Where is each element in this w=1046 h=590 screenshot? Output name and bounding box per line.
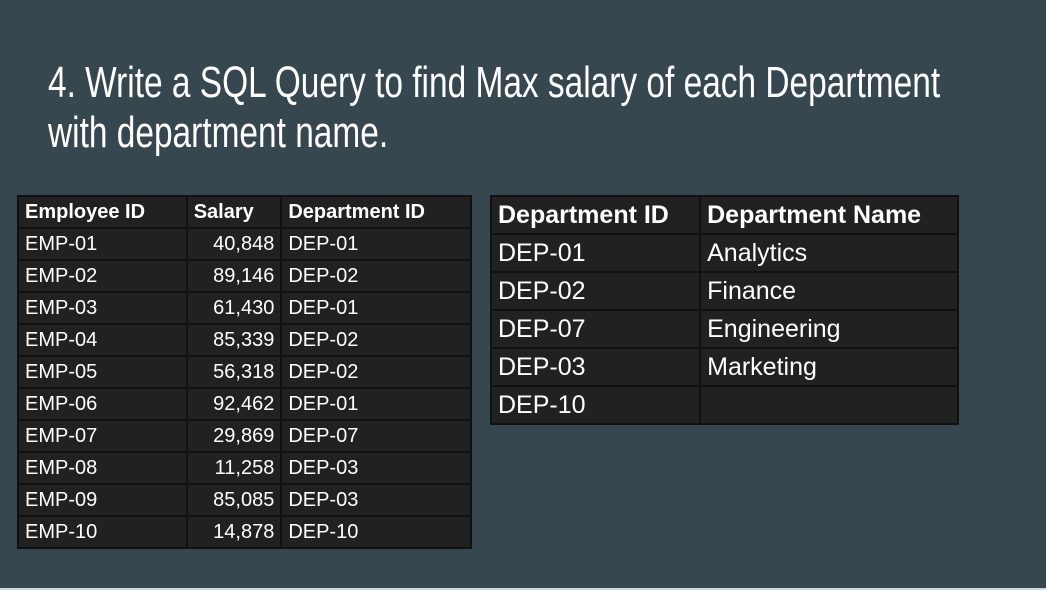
table-cell: 85,339 — [185, 323, 283, 357]
table-cell: DEP-01 — [489, 233, 702, 273]
table-row: EMP-06 92,462 DEP-01 — [17, 387, 472, 421]
table-cell: 85,085 — [185, 483, 283, 517]
table-row: EMP-10 14,878 DEP-10 — [17, 515, 472, 549]
table-cell: Engineering — [699, 309, 959, 349]
table-cell: DEP-03 — [280, 451, 472, 485]
table-cell: DEP-02 — [280, 355, 472, 389]
table-cell: EMP-06 — [17, 387, 188, 421]
table-cell: DEP-03 — [280, 483, 472, 517]
table-row: EMP-02 89,146 DEP-02 — [17, 259, 472, 293]
table-row: EMP-08 11,258 DEP-03 — [17, 451, 472, 485]
table-row: EMP-01 40,848 DEP-01 — [17, 227, 472, 261]
table-cell: DEP-01 — [280, 387, 472, 421]
table-cell: Marketing — [699, 347, 959, 387]
table-cell: DEP-01 — [280, 291, 472, 325]
header-cell: Salary — [185, 195, 283, 229]
table-row: EMP-09 85,085 DEP-03 — [17, 483, 472, 517]
table-cell: EMP-04 — [17, 323, 188, 357]
table-cell: Finance — [699, 271, 959, 311]
table-cell: DEP-07 — [280, 419, 472, 453]
table-cell: DEP-02 — [489, 271, 702, 311]
header-row: Department ID Department Name — [489, 195, 959, 235]
header-cell: Department ID — [280, 195, 472, 229]
table-row: DEP-02 Finance — [489, 271, 959, 311]
department-table: Department ID Department Name DEP-01 Analyt… — [489, 195, 959, 425]
table-cell: DEP-03 — [489, 347, 702, 387]
table-cell: 56,318 — [185, 355, 283, 389]
header-cell: Department Name — [699, 195, 959, 235]
table-row: DEP-10 — [489, 385, 959, 425]
table-cell: EMP-02 — [17, 259, 188, 293]
header-row: Employee ID Salary Department ID — [17, 195, 472, 229]
title-line: with department name. — [48, 108, 389, 157]
slide-title: 4. Write a SQL Query to find Max salary … — [48, 58, 940, 158]
table-cell: EMP-08 — [17, 451, 188, 485]
table-cell: DEP-10 — [489, 385, 702, 425]
table-cell: 40,848 — [185, 227, 283, 261]
table-cell: 61,430 — [185, 291, 283, 325]
table-cell: EMP-10 — [17, 515, 188, 549]
table-cell: EMP-07 — [17, 419, 188, 453]
table-row: DEP-01 Analytics — [489, 233, 959, 273]
table-row: EMP-03 61,430 DEP-01 — [17, 291, 472, 325]
empty-cell — [699, 385, 959, 425]
table-cell: DEP-02 — [280, 259, 472, 293]
table-row: EMP-07 29,869 DEP-07 — [17, 419, 472, 453]
table-row: DEP-03 Marketing — [489, 347, 959, 387]
table-cell: DEP-07 — [489, 309, 702, 349]
table-cell: EMP-03 — [17, 291, 188, 325]
table-cell: Analytics — [699, 233, 959, 273]
table-cell: 92,462 — [185, 387, 283, 421]
table-cell: 11,258 — [185, 451, 283, 485]
table-cell: 29,869 — [185, 419, 283, 453]
header-cell: Department ID — [489, 195, 702, 235]
table-cell: 14,878 — [185, 515, 283, 549]
title-line: 4. Write a SQL Query to find Max salary … — [48, 58, 941, 107]
header-cell: Employee ID — [17, 195, 188, 229]
table-cell: DEP-02 — [280, 323, 472, 357]
table-cell: EMP-05 — [17, 355, 188, 389]
table-cell: 89,146 — [185, 259, 283, 293]
table-cell: EMP-09 — [17, 483, 188, 517]
table-row: EMP-05 56,318 DEP-02 — [17, 355, 472, 389]
table-cell: DEP-01 — [280, 227, 472, 261]
table-cell: EMP-01 — [17, 227, 188, 261]
table-cell: DEP-10 — [280, 515, 472, 549]
table-row: EMP-04 85,339 DEP-02 — [17, 323, 472, 357]
table-row: DEP-07 Engineering — [489, 309, 959, 349]
employee-table: Employee ID Salary Department ID EMP-01 40,8… — [17, 195, 472, 549]
